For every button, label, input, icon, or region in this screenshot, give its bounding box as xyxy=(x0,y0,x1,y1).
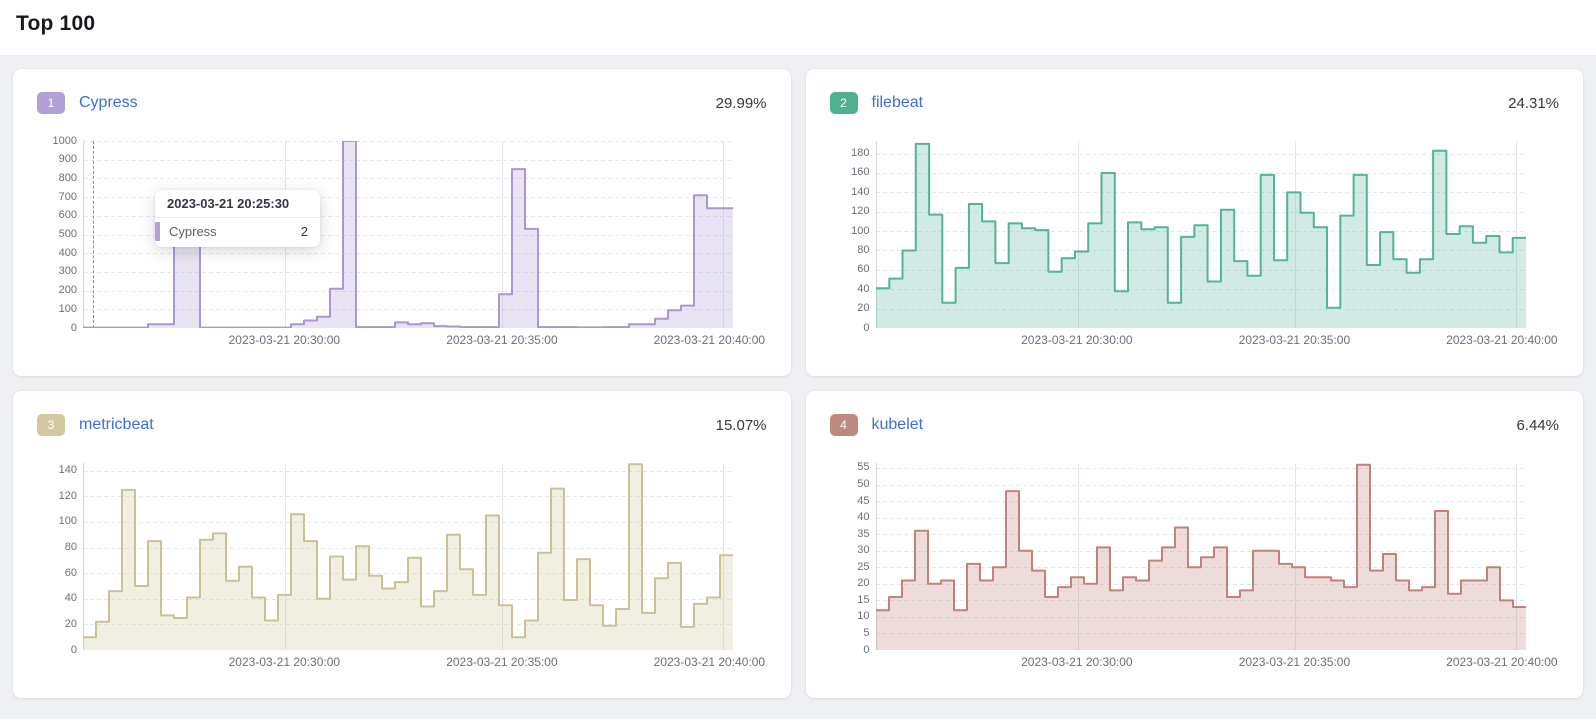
x-axis-labels: 2023-03-21 20:30:00 2023-03-21 20:35:00 20… xyxy=(83,655,765,673)
y-tick-label: 35 xyxy=(857,527,870,540)
y-tick-label: 100 xyxy=(58,302,77,315)
x-axis-labels: 2023-03-21 20:30:00 2023-03-21 20:35:00 20… xyxy=(876,333,1557,351)
x-tick-label: 2023-03-21 20:30:00 xyxy=(1021,333,1133,347)
tooltip-timestamp: 2023-03-21 20:25:30 xyxy=(155,190,320,218)
chart-plot-kubelet[interactable] xyxy=(875,463,1526,650)
y-axis-labels: 0 20 40 60 80 100 120 140 xyxy=(37,463,83,655)
rank-badge: 2 xyxy=(829,92,858,114)
chart-tooltip: 2023-03-21 20:25:30 Cypress 2 xyxy=(155,190,320,247)
y-tick-label: 0 xyxy=(70,321,77,334)
x-tick-label: 2023-03-21 20:35:00 xyxy=(446,655,558,669)
y-axis-labels: 0 20 40 60 80 100 120 140 160 180 xyxy=(830,141,876,333)
y-tick-label: 0 xyxy=(863,321,870,334)
tooltip-series-value: 2 xyxy=(300,224,308,239)
y-tick-label: 200 xyxy=(58,284,77,297)
y-tick-label: 600 xyxy=(58,209,77,222)
y-tick-label: 20 xyxy=(857,577,870,590)
series-link-filebeat[interactable]: filebeat xyxy=(871,94,924,111)
y-tick-label: 45 xyxy=(857,494,870,507)
dashboard-grid: 1 Cypress 29.99% 0 100 200 300 400 500 600 700 8… xyxy=(0,55,1596,719)
x-axis-labels: 2023-03-21 20:30:00 2023-03-21 20:35:00 20… xyxy=(876,655,1557,673)
x-tick-label: 2023-03-21 20:40:00 xyxy=(1446,655,1558,669)
series-link-metricbeat[interactable]: metricbeat xyxy=(79,416,154,433)
y-tick-label: 400 xyxy=(58,246,77,259)
x-tick-label: 2023-03-21 20:30:00 xyxy=(228,333,341,347)
y-tick-label: 80 xyxy=(64,541,77,554)
y-tick-label: 60 xyxy=(857,263,870,276)
y-tick-label: 80 xyxy=(857,243,870,256)
x-tick-label: 2023-03-21 20:35:00 xyxy=(446,333,558,347)
series-link-cypress[interactable]: Cypress xyxy=(79,94,138,111)
y-tick-label: 0 xyxy=(70,643,77,656)
y-tick-label: 700 xyxy=(58,190,77,203)
y-tick-label: 20 xyxy=(64,617,77,630)
panel-filebeat: 2 filebeat 24.31% 0 20 40 60 80 100 120 140 160 1… xyxy=(805,69,1583,376)
rank-badge: 4 xyxy=(829,414,858,436)
y-tick-label: 40 xyxy=(64,592,77,605)
y-tick-label: 120 xyxy=(58,489,77,502)
panel-kubelet: 4 kubelet 6.44% 0 5 10 15 20 25 30 35 40 45 50 55 2… xyxy=(805,391,1583,698)
x-tick-label: 2023-03-21 20:35:00 xyxy=(1238,655,1351,669)
x-tick-label: 2023-03-21 20:30:00 xyxy=(1021,655,1133,669)
y-tick-label: 15 xyxy=(857,593,870,606)
x-tick-label: 2023-03-21 20:40:00 xyxy=(653,655,766,669)
rank-badge: 1 xyxy=(37,92,65,114)
y-tick-label: 60 xyxy=(64,566,77,579)
y-tick-label: 40 xyxy=(857,511,870,524)
tooltip-series-name: Cypress xyxy=(169,224,217,239)
y-tick-label: 120 xyxy=(851,205,870,218)
y-tick-label: 40 xyxy=(857,282,870,295)
tooltip-series-row: Cypress 2 xyxy=(155,218,320,247)
y-tick-label: 900 xyxy=(58,153,77,166)
y-tick-label: 25 xyxy=(857,560,870,573)
y-tick-label: 30 xyxy=(857,544,870,557)
y-tick-label: 20 xyxy=(857,302,870,315)
y-tick-label: 800 xyxy=(58,171,77,184)
y-tick-label: 55 xyxy=(857,461,870,474)
y-tick-label: 1000 xyxy=(52,134,77,147)
y-tick-label: 500 xyxy=(58,228,77,240)
hover-cursor-line xyxy=(93,141,94,328)
panel-metricbeat: 3 metricbeat 15.07% 0 20 40 60 80 100 120 140 2… xyxy=(13,391,791,698)
y-tick-label: 300 xyxy=(58,265,77,278)
percent-value: 29.99% xyxy=(715,94,767,112)
rank-badge: 3 xyxy=(37,414,65,436)
percent-value: 6.44% xyxy=(1516,416,1559,434)
page-header: Top 100 xyxy=(0,0,1596,55)
series-link-kubelet[interactable]: kubelet xyxy=(871,416,924,433)
x-tick-label: 2023-03-21 20:40:00 xyxy=(1446,333,1558,347)
y-axis-labels: 0 100 200 300 400 500 600 700 800 900 1000 xyxy=(37,135,83,334)
y-tick-label: 160 xyxy=(851,166,870,179)
y-axis-labels: 0 5 10 15 20 25 30 35 40 45 50 55 xyxy=(830,461,876,655)
y-tick-label: 50 xyxy=(857,478,870,490)
x-tick-label: 2023-03-21 20:40:00 xyxy=(653,333,766,347)
y-tick-label: 140 xyxy=(851,185,870,198)
x-tick-label: 2023-03-21 20:30:00 xyxy=(228,655,341,669)
chart-plot-cypress[interactable]: 2023-03-21 20:25:30 Cypress 2 xyxy=(83,141,733,328)
x-tick-label: 2023-03-21 20:35:00 xyxy=(1238,333,1351,347)
y-tick-label: 0 xyxy=(863,643,870,656)
chart-plot-metricbeat[interactable] xyxy=(83,463,733,650)
y-tick-label: 10 xyxy=(857,610,870,623)
y-tick-label: 100 xyxy=(851,224,870,237)
percent-value: 24.31% xyxy=(1508,94,1559,112)
chart-plot-filebeat[interactable] xyxy=(875,141,1526,328)
panel-cypress: 1 Cypress 29.99% 0 100 200 300 400 500 600 700 8… xyxy=(13,69,791,376)
y-tick-label: 140 xyxy=(58,464,77,477)
y-tick-label: 180 xyxy=(851,147,870,160)
y-tick-label: 100 xyxy=(58,515,77,528)
percent-value: 15.07% xyxy=(715,416,767,434)
page-title: Top 100 xyxy=(16,12,96,35)
y-tick-label: 5 xyxy=(863,626,870,639)
x-axis-labels: 2023-03-21 20:30:00 2023-03-21 20:35:00 20… xyxy=(83,333,765,351)
series-color-marker xyxy=(155,222,160,241)
